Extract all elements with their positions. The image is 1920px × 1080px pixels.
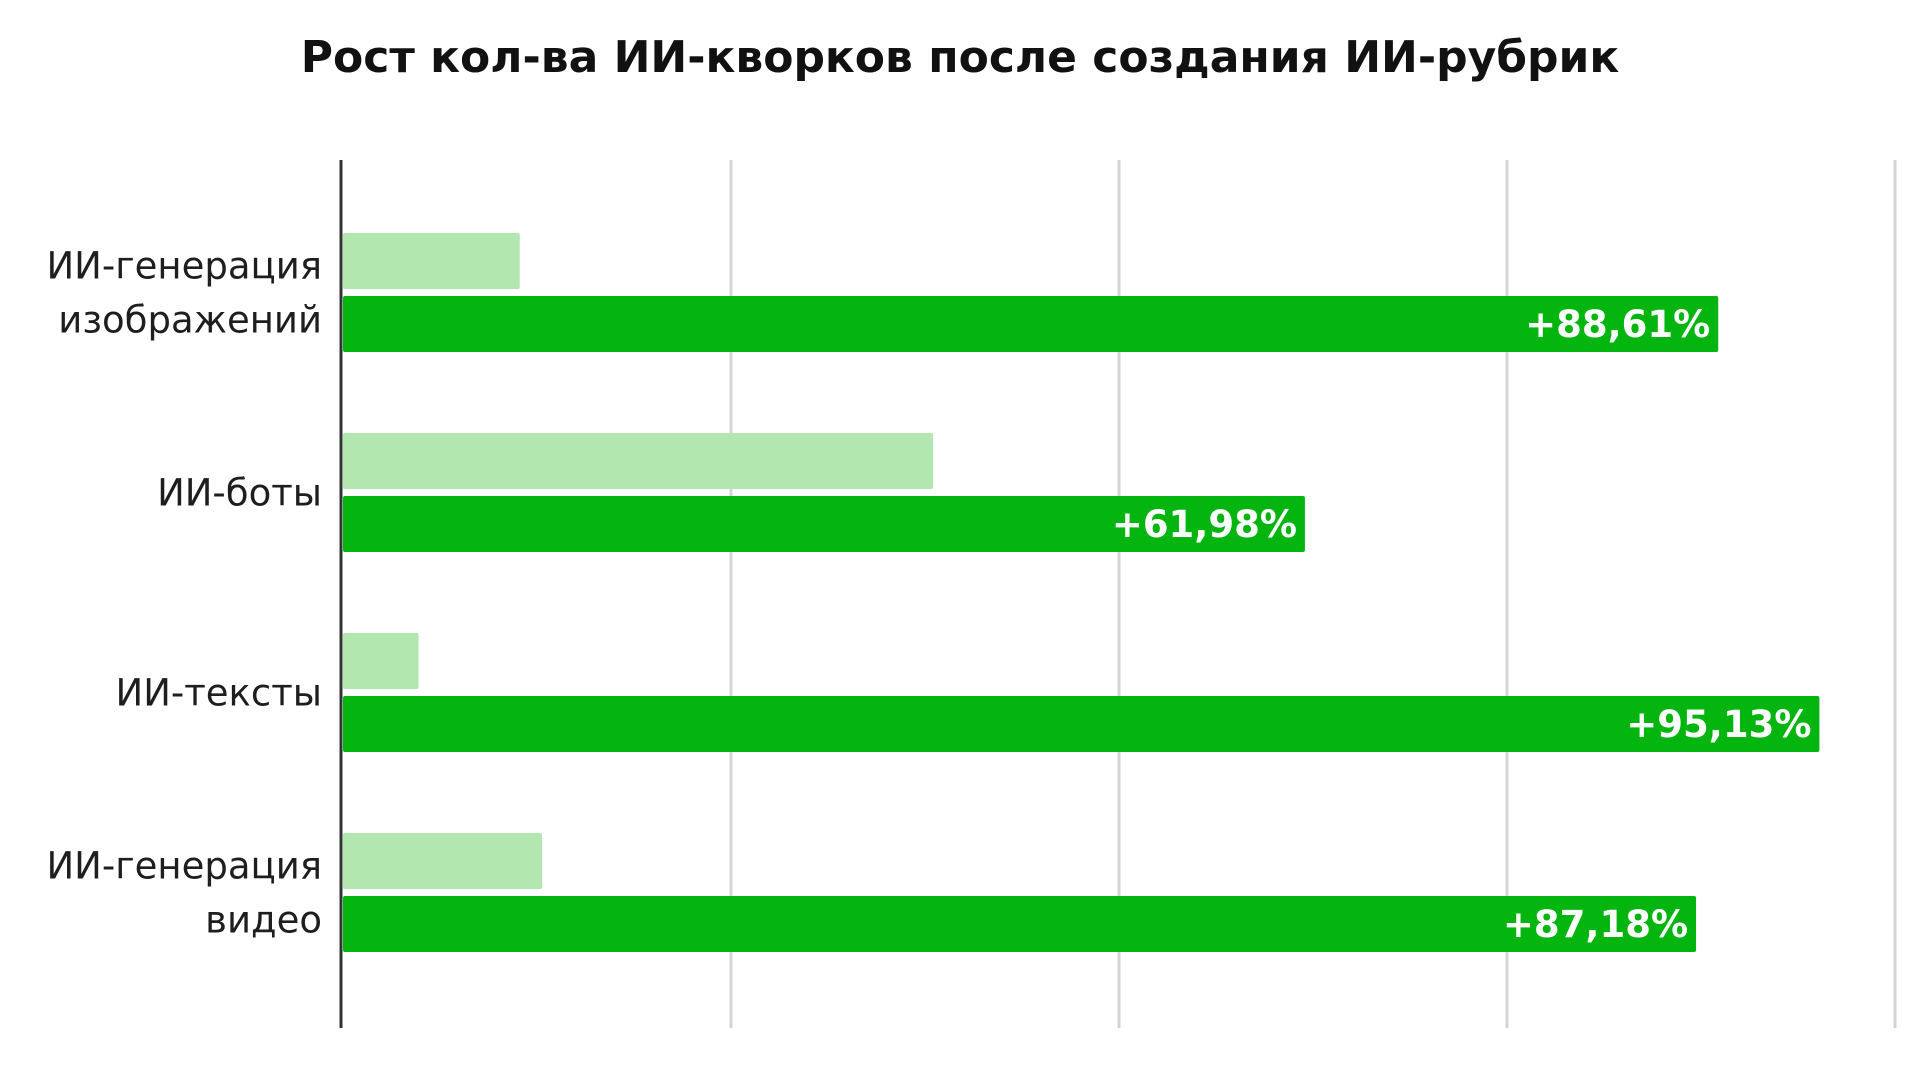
category-label: изображений: [58, 299, 322, 342]
category-label: видео: [205, 899, 322, 942]
bar-light: [343, 233, 520, 289]
data-label: +87,18%: [1503, 903, 1688, 946]
data-label: +61,98%: [1112, 503, 1297, 546]
category-label: ИИ-генерация: [46, 245, 322, 288]
bar-light: [343, 433, 934, 489]
bar-light: [343, 633, 419, 689]
category-label: ИИ-генерация: [46, 845, 322, 888]
category-label: ИИ-тексты: [116, 672, 322, 715]
bar-dark: [343, 696, 1820, 752]
bar-dark: [343, 896, 1697, 952]
data-label: +95,13%: [1626, 703, 1811, 746]
bar-dark: [343, 296, 1719, 352]
chart-title: Рост кол-ва ИИ-кворков после создания ИИ…: [300, 32, 1620, 83]
data-label: +88,61%: [1525, 303, 1710, 346]
bar-light: [343, 833, 542, 889]
category-label: ИИ-боты: [157, 472, 322, 515]
bar-dark: [343, 496, 1305, 552]
